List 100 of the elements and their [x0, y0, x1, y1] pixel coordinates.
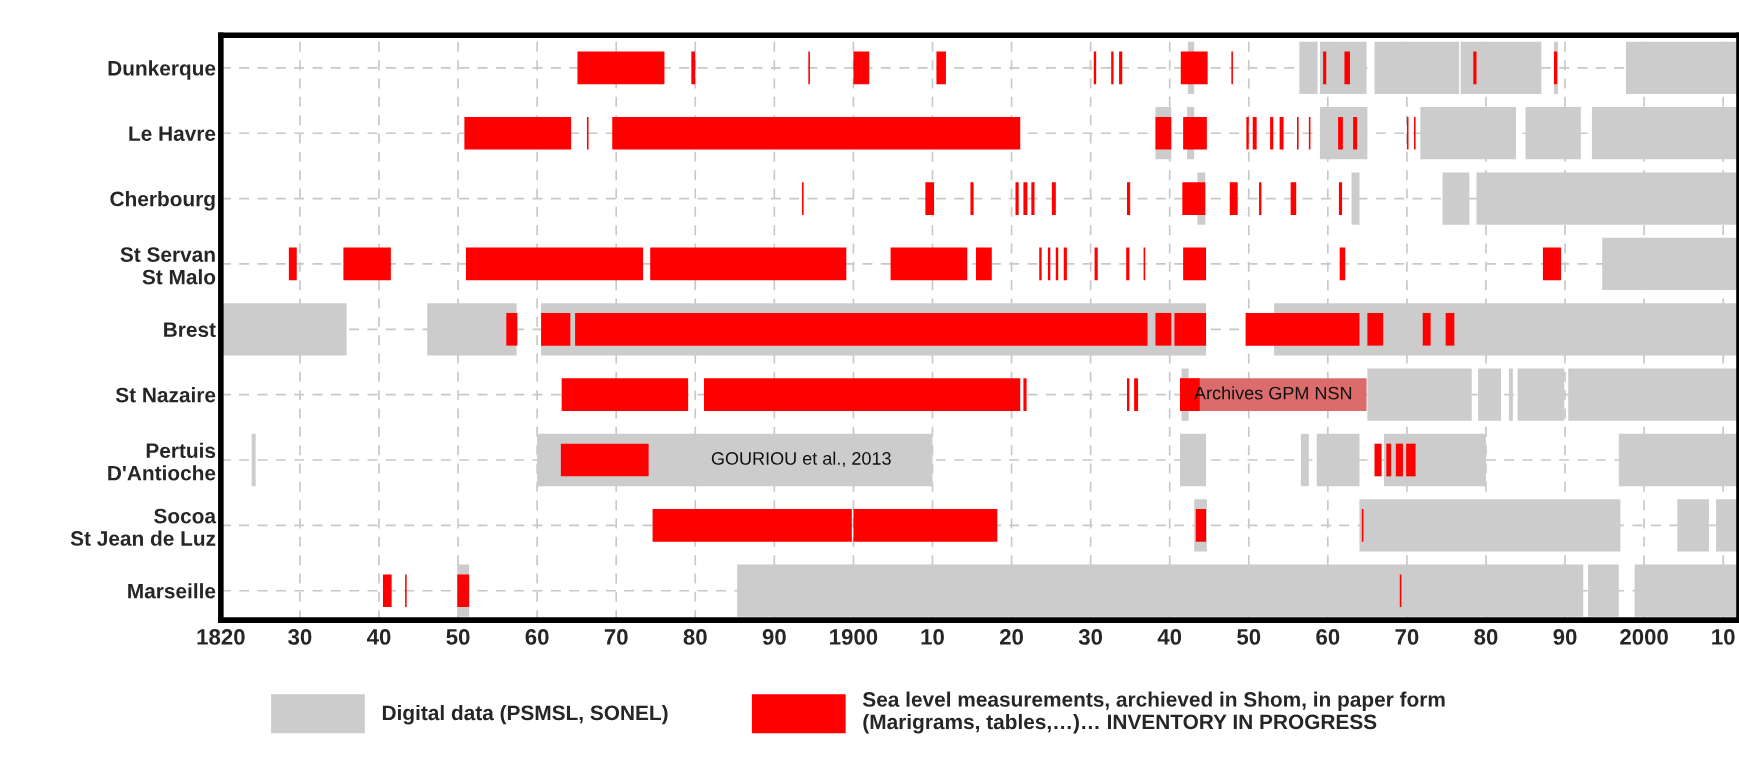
bar [560, 443, 649, 477]
bar [1023, 182, 1028, 215]
x-tick-label: 30 [288, 629, 312, 645]
bar [1039, 247, 1042, 281]
bar [465, 247, 644, 281]
bar [1386, 443, 1392, 477]
bar [925, 182, 935, 215]
bar [1422, 312, 1431, 346]
legend-label: Sea level measurements, archieved in Shom, in paper form (Marigrams, tables,…)… INVENTORY IN PROGRESS [862, 691, 1445, 734]
bar [1111, 51, 1114, 85]
bar [1183, 116, 1207, 150]
bar [1299, 41, 1318, 95]
bar [288, 247, 297, 281]
bar [506, 312, 518, 346]
bar [1445, 312, 1455, 346]
x-tick-label: 1900 [830, 629, 878, 645]
bar [343, 247, 391, 281]
bar [1015, 182, 1019, 215]
bar [612, 116, 1021, 150]
bar [577, 51, 665, 85]
bar [970, 182, 974, 215]
bar [1542, 247, 1562, 281]
bar [853, 51, 870, 85]
bar [936, 51, 946, 85]
bar [1323, 51, 1327, 85]
bar [382, 574, 392, 608]
y-tick-label: Dunkerque [108, 60, 216, 80]
x-tick-label: 80 [1474, 629, 1498, 645]
y-tick-label: St Nazaire [115, 387, 216, 403]
bar [1338, 116, 1343, 150]
x-tick-label: 90 [762, 629, 786, 645]
x-tick-label: 40 [1157, 629, 1182, 645]
x-tick-label: 60 [525, 629, 549, 645]
bar [1245, 312, 1360, 346]
bar [1406, 443, 1416, 477]
y-tick-label: Cherbourg [110, 191, 215, 211]
bar [1094, 247, 1098, 281]
bar [1155, 116, 1172, 150]
annotation: Archives GPM NSN [1194, 386, 1352, 400]
bar [975, 247, 992, 281]
bar [1344, 51, 1350, 85]
x-tick-label: 10 [921, 629, 944, 645]
bar [1182, 182, 1206, 215]
bar [1395, 443, 1403, 477]
y-tick-label: Pertuis D'Antioche [108, 442, 216, 481]
y-tick-label: Brest [164, 322, 216, 338]
bar [1155, 312, 1172, 346]
x-tick-label: 10 [1712, 629, 1735, 645]
bar [1195, 509, 1207, 542]
bar [1367, 312, 1384, 346]
bar [1353, 116, 1358, 150]
bar [1031, 182, 1035, 215]
x-tick-label: 40 [366, 629, 391, 645]
y-tick-label: St Servan St Malo [120, 247, 216, 285]
bar [1374, 443, 1382, 477]
bar [1473, 51, 1477, 85]
y-tick-label: Marseille [128, 583, 216, 599]
y-tick-label: Le Havre [129, 126, 216, 141]
bar [1279, 116, 1284, 150]
bar [1127, 182, 1131, 215]
bar [703, 378, 1021, 411]
bar [464, 116, 572, 150]
bar [1553, 51, 1558, 85]
bar [1252, 116, 1257, 150]
x-tick-label: 70 [1395, 629, 1419, 645]
bar [1180, 51, 1208, 85]
x-tick-label: 30 [1078, 629, 1103, 645]
bar [575, 312, 1148, 346]
x-tick-label: 70 [604, 629, 628, 645]
bar [1063, 247, 1067, 281]
bar [541, 312, 571, 346]
legend-label: Digital data (PSMSL, SONEL) [382, 704, 668, 725]
bar [1174, 312, 1207, 346]
bar [561, 378, 689, 411]
bar [890, 247, 968, 281]
bar [1338, 182, 1343, 215]
bar [1134, 378, 1139, 411]
bar [1290, 182, 1297, 215]
bar [1270, 116, 1274, 150]
bar [1051, 182, 1056, 215]
bar [650, 247, 847, 281]
bar [1183, 247, 1207, 281]
bar [1023, 378, 1027, 411]
x-tick-label: 90 [1553, 629, 1577, 645]
bar [1229, 182, 1238, 215]
x-tick-label: 2000 [1620, 629, 1668, 645]
bar [1119, 51, 1123, 85]
y-tick-label: Socoa St Jean de Luz [70, 508, 217, 546]
bar [1126, 247, 1130, 281]
bar [691, 51, 696, 85]
bar [1374, 41, 1460, 95]
bar [457, 574, 470, 608]
x-tick-label: 60 [1316, 629, 1340, 645]
bar [251, 433, 256, 487]
x-tick-label: 20 [999, 629, 1023, 645]
x-tick-label: 80 [683, 629, 707, 645]
bar [1625, 41, 1739, 95]
x-tick-label: 50 [1237, 629, 1261, 645]
x-tick-label: 1820 [197, 629, 245, 645]
x-tick-label: 50 [446, 629, 470, 645]
